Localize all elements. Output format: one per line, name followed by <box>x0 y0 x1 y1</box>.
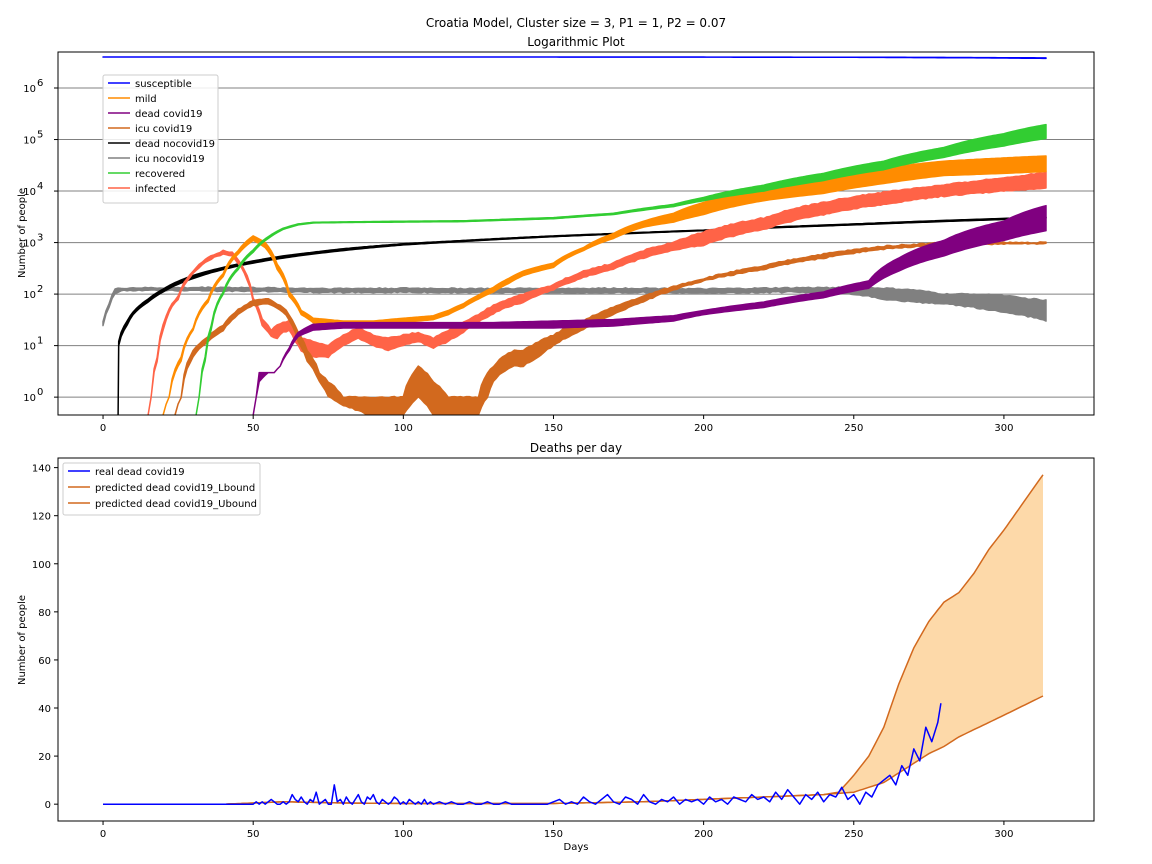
deaths-plot-legend: real dead covid19 predicted dead covid19_… <box>62 462 261 516</box>
legend-label-real-dead-covid19: real dead covid19 <box>95 467 185 478</box>
log-plot-y-tick-exponent: 1 <box>37 336 43 347</box>
log-plot-y-tick-label: 10 <box>23 290 36 301</box>
log-plot-legend: susceptible mild dead covid19 icu covid19 de… <box>102 74 219 204</box>
log-plot-x-ticks: 0 50 100 150 200 250 300 <box>100 415 1013 434</box>
legend-label-infected: infected <box>135 184 176 195</box>
log-plot-y-tick-label: 10 <box>23 393 36 404</box>
deaths-plot-x-tick-label: 50 <box>247 829 260 840</box>
deaths-plot-y-ticks: 0 20 40 60 80 100 120 140 <box>32 464 58 811</box>
series-susceptible <box>102 56 1047 60</box>
deaths-plot-y-tick-label: 60 <box>38 656 51 667</box>
legend-label-dead-nocovid19: dead nocovid19 <box>135 139 215 150</box>
deaths-plot-y-tick-label: 120 <box>32 512 51 523</box>
deaths-plot-y-tick-label: 20 <box>38 752 51 763</box>
legend-label-predicted-dead-covid19-lbound: predicted dead covid19_Lbound <box>95 483 255 494</box>
deaths-plot-panel: Deaths per day 0 50 100 150 200 250 300 0 20 40 6… <box>17 441 1095 853</box>
log-plot-y-tick-label: 10 <box>23 84 36 95</box>
log-plot-y-tick-exponent: 0 <box>37 387 43 398</box>
log-plot-x-tick-label: 100 <box>394 423 413 434</box>
log-plot-x-tick-label: 50 <box>247 423 260 434</box>
deaths-plot-ylabel: Number of people <box>17 595 28 685</box>
legend-label-dead-covid19: dead covid19 <box>135 109 203 120</box>
log-plot-x-tick-label: 250 <box>844 423 863 434</box>
deaths-plot-series <box>103 474 1044 805</box>
series-icu-nocovid19 <box>102 286 1047 327</box>
deaths-plot-y-tick-label: 100 <box>32 560 51 571</box>
log-plot-x-tick-label: 150 <box>544 423 563 434</box>
series-real-dead-covid19 <box>103 703 942 805</box>
log-plot-x-tick-label: 200 <box>694 423 713 434</box>
series-recovered <box>195 123 1047 415</box>
log-plot-y-tick-exponent: 4 <box>37 181 43 192</box>
deaths-plot-legend-box <box>62 462 261 516</box>
log-plot-y-tick-exponent: 2 <box>37 284 43 295</box>
log-plot-legend-box <box>102 74 219 204</box>
deaths-plot-x-tick-label: 250 <box>844 829 863 840</box>
deaths-plot-y-tick-label: 40 <box>38 704 51 715</box>
deaths-plot-x-tick-label: 100 <box>394 829 413 840</box>
deaths-plot-xlabel: Days <box>564 842 589 853</box>
series-mild <box>162 155 1047 415</box>
log-plot-y-tick-label: 10 <box>23 239 36 250</box>
deaths-plot-y-tick-label: 140 <box>32 464 51 475</box>
deaths-plot-x-tick-label: 300 <box>994 829 1013 840</box>
deaths-plot-x-tick-label: 0 <box>100 829 106 840</box>
prediction-band <box>103 474 1043 805</box>
log-plot-title: Logarithmic Plot <box>527 35 625 49</box>
log-plot-ylabel: Number of people <box>17 188 28 278</box>
log-plot-y-tick-exponent: 5 <box>37 130 43 141</box>
deaths-plot-y-tick-label: 0 <box>45 800 51 811</box>
deaths-plot-x-ticks: 0 50 100 150 200 250 300 <box>100 821 1013 840</box>
figure-suptitle: Croatia Model, Cluster size = 3, P1 = 1,… <box>426 16 726 30</box>
legend-label-susceptible: susceptible <box>135 79 192 90</box>
log-plot-y-tick-label: 10 <box>23 187 36 198</box>
legend-label-icu-covid19: icu covid19 <box>135 124 192 135</box>
log-plot-y-tick-label: 10 <box>23 342 36 353</box>
legend-label-predicted-dead-covid19-ubound: predicted dead covid19_Ubound <box>95 499 257 510</box>
log-plot-x-tick-label: 300 <box>994 423 1013 434</box>
log-plot-y-tick-label: 10 <box>23 136 36 147</box>
log-plot-frame <box>57 51 1095 416</box>
log-plot-y-tick-exponent: 6 <box>37 78 43 89</box>
legend-label-mild: mild <box>135 94 157 105</box>
series-dead-covid19 <box>252 204 1047 415</box>
series-infected <box>147 171 1047 415</box>
log-plot-gridlines <box>58 87 1094 398</box>
deaths-plot-y-tick-label: 80 <box>38 608 51 619</box>
log-plot-x-tick-label: 0 <box>100 423 106 434</box>
log-plot-panel: Logarithmic Plot 0 50 100 150 200 250 300 1001… <box>17 35 1095 434</box>
legend-label-icu-nocovid19: icu nocovid19 <box>135 154 205 165</box>
legend-label-recovered: recovered <box>135 169 185 180</box>
deaths-plot-title: Deaths per day <box>530 441 622 455</box>
deaths-plot-x-tick-label: 200 <box>694 829 713 840</box>
deaths-plot-x-tick-label: 150 <box>544 829 563 840</box>
deaths-plot-frame <box>57 457 1095 822</box>
log-plot-series <box>102 56 1047 415</box>
log-plot-y-tick-exponent: 3 <box>37 233 43 244</box>
